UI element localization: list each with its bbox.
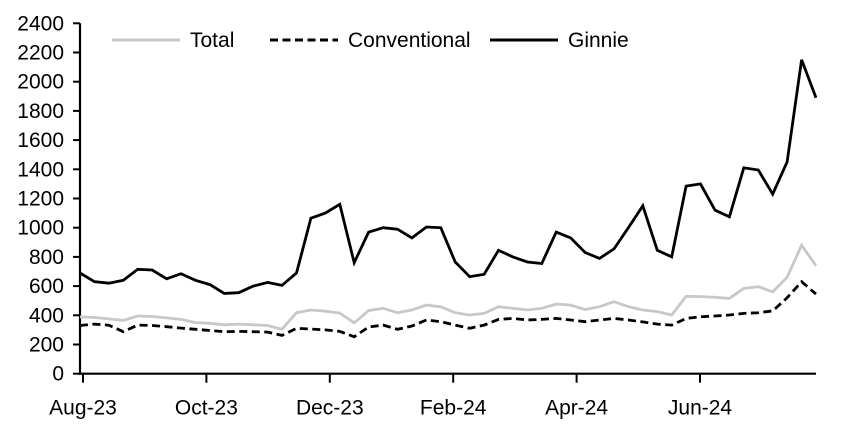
y-tick-label: 2400 xyxy=(17,12,64,35)
y-tick-label: 600 xyxy=(29,275,64,298)
y-tick-label: 1800 xyxy=(17,100,64,123)
legend-label-conventional: Conventional xyxy=(348,29,471,52)
y-tick-label: 200 xyxy=(29,334,64,357)
x-tick-label: Jun-24 xyxy=(668,397,733,420)
x-tick-label: Oct-23 xyxy=(175,397,238,420)
x-tick-label: Dec-23 xyxy=(296,397,364,420)
y-tick-label: 400 xyxy=(29,304,64,327)
legend-label-total: Total xyxy=(190,29,234,52)
x-tick-label: Apr-24 xyxy=(545,397,608,420)
x-tick-label: Aug-23 xyxy=(49,397,117,420)
series-line-total xyxy=(79,242,818,331)
y-tick-label: 1600 xyxy=(17,129,64,152)
y-tick-label: 1200 xyxy=(17,188,64,211)
y-tick-label: 800 xyxy=(29,246,64,269)
y-tick-label: 1400 xyxy=(17,158,64,181)
x-tick-label: Feb-24 xyxy=(420,397,487,420)
series-line-conventional xyxy=(79,279,817,339)
series-line-ginnie xyxy=(79,59,818,295)
y-tick-label: 1000 xyxy=(17,217,64,240)
y-tick-label: 0 xyxy=(52,363,64,386)
y-tick-label: 2000 xyxy=(17,71,64,94)
y-tick-label: 2200 xyxy=(17,42,64,65)
legend-label-ginnie: Ginnie xyxy=(568,29,629,52)
